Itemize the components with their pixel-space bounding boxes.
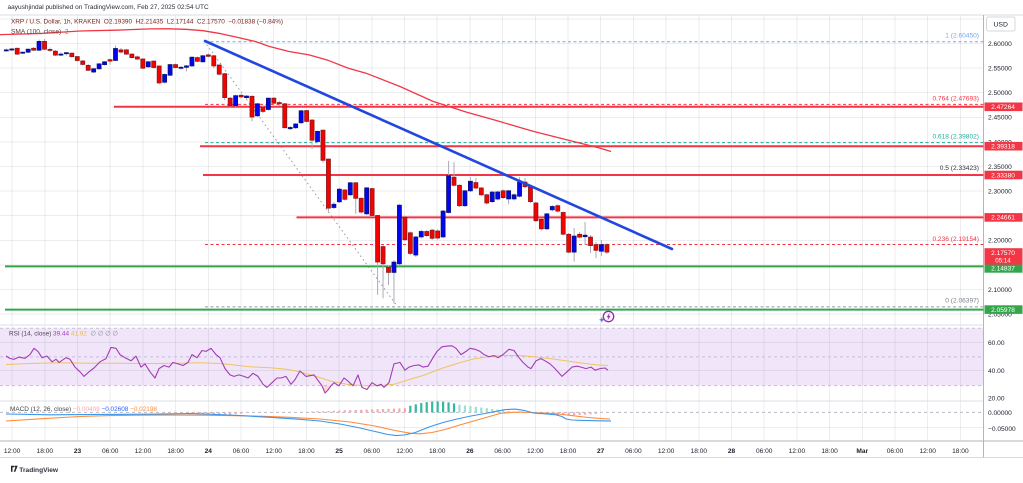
svg-text:25: 25: [335, 448, 343, 455]
svg-text:28: 28: [728, 448, 736, 455]
svg-text:06:00: 06:00: [625, 448, 642, 455]
svg-text:18:00: 18:00: [560, 448, 577, 455]
svg-text:1 (2.60450): 1 (2.60450): [945, 33, 979, 40]
svg-text:18:00: 18:00: [37, 448, 54, 455]
svg-text:XRP / U.S. Dollar, 1h, KRAKEN: XRP / U.S. Dollar, 1h, KRAKEN O2.19390 H…: [11, 19, 283, 26]
svg-text:−0.05000: −0.05000: [988, 426, 1016, 433]
svg-text:0.764 (2.47693): 0.764 (2.47693): [932, 96, 979, 103]
svg-text:2.55000: 2.55000: [988, 66, 1012, 73]
svg-text:2.05978: 2.05978: [991, 307, 1015, 314]
svg-text:aayushjindal published on Trad: aayushjindal published on TradingView.co…: [8, 4, 209, 11]
svg-text:18:00: 18:00: [429, 448, 446, 455]
svg-text:23: 23: [74, 448, 82, 455]
svg-text:2.30000: 2.30000: [988, 189, 1012, 196]
svg-text:12:00: 12:00: [527, 448, 544, 455]
svg-text:2.17570: 2.17570: [991, 250, 1015, 257]
svg-text:06:00: 06:00: [364, 448, 381, 455]
svg-text:06:00: 06:00: [887, 448, 904, 455]
svg-text:12:00: 12:00: [135, 448, 152, 455]
svg-text:24: 24: [205, 448, 213, 455]
svg-text:TradingView: TradingView: [19, 467, 59, 474]
svg-text:2.14837: 2.14837: [991, 266, 1015, 273]
svg-text:2.47264: 2.47264: [991, 104, 1015, 111]
svg-text:2.45000: 2.45000: [988, 115, 1012, 122]
svg-text:12:00: 12:00: [658, 448, 675, 455]
svg-text:18:00: 18:00: [167, 448, 184, 455]
svg-text:2.33380: 2.33380: [991, 172, 1015, 179]
svg-text:18:00: 18:00: [691, 448, 708, 455]
svg-text:MACD (12, 26, close) −0.00409: MACD (12, 26, close) −0.00409 −0.02608 −…: [10, 406, 157, 413]
svg-text:12:00: 12:00: [919, 448, 936, 455]
svg-text:60.00: 60.00: [988, 340, 1005, 347]
svg-text:0.618 (2.39802): 0.618 (2.39802): [932, 134, 979, 141]
svg-text:12:00: 12:00: [789, 448, 806, 455]
svg-text:2.39318: 2.39318: [991, 144, 1015, 151]
svg-text:Mar: Mar: [856, 448, 868, 455]
svg-text:2.50000: 2.50000: [988, 90, 1012, 97]
svg-text:2.10000: 2.10000: [988, 287, 1012, 294]
svg-text:12:00: 12:00: [265, 448, 282, 455]
svg-text:12:00: 12:00: [4, 448, 21, 455]
svg-text:0.5 (2.33423): 0.5 (2.33423): [940, 165, 979, 172]
svg-text:06:00: 06:00: [233, 448, 250, 455]
svg-text:26: 26: [466, 448, 474, 455]
svg-text:USD: USD: [994, 21, 1008, 28]
svg-text:RSI (14, close) 39.44 41.92 ∅: RSI (14, close) 39.44 41.92 ∅ ∅ ∅ ∅: [9, 331, 118, 338]
svg-text:2.05000: 2.05000: [988, 312, 1012, 319]
svg-text:18:00: 18:00: [821, 448, 838, 455]
svg-text:2.24661: 2.24661: [991, 215, 1015, 222]
svg-text:18:00: 18:00: [952, 448, 969, 455]
svg-text:27: 27: [597, 448, 605, 455]
svg-text:SMA (100, close) 2: SMA (100, close) 2: [11, 29, 69, 36]
svg-text:20.00: 20.00: [988, 395, 1005, 402]
svg-text:0.00000: 0.00000: [988, 410, 1012, 417]
svg-text:06:00: 06:00: [756, 448, 773, 455]
svg-text:12:00: 12:00: [396, 448, 413, 455]
svg-text:2.35000: 2.35000: [988, 164, 1012, 171]
svg-text:05:14: 05:14: [995, 258, 1011, 265]
svg-text:0.236 (2.19154): 0.236 (2.19154): [932, 236, 979, 243]
svg-text:2.20000: 2.20000: [988, 238, 1012, 245]
svg-text:06:00: 06:00: [102, 448, 119, 455]
svg-text:0 (2.06397): 0 (2.06397): [945, 298, 979, 305]
svg-text:2.60000: 2.60000: [988, 41, 1012, 48]
svg-text:40.00: 40.00: [988, 368, 1005, 375]
svg-text:06:00: 06:00: [494, 448, 511, 455]
svg-text:18:00: 18:00: [298, 448, 315, 455]
